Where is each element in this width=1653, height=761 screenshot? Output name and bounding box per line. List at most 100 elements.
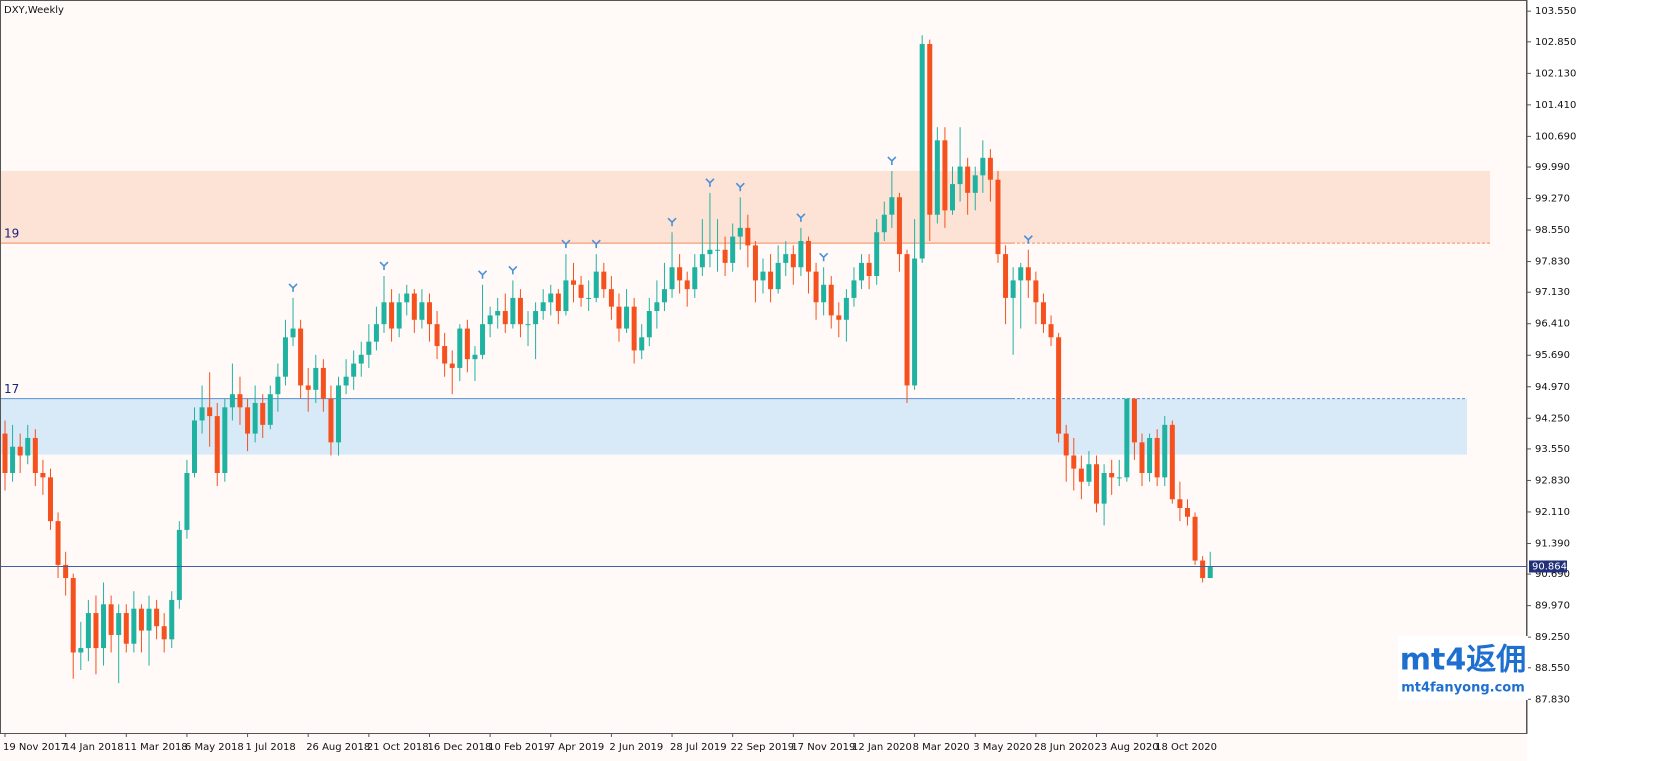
candle-body <box>896 197 902 255</box>
candle-body <box>93 613 99 649</box>
candle-body <box>199 407 205 421</box>
candle-body <box>965 166 971 193</box>
candle-body <box>942 140 948 211</box>
x-tick-label: 28 Jul 2019 <box>670 742 727 753</box>
candle-body <box>222 407 228 473</box>
candle-body <box>957 166 963 185</box>
last-price-label: 90.864 <box>1532 561 1567 572</box>
candle-body <box>328 398 334 443</box>
candle-body <box>351 363 357 377</box>
candle-body <box>586 297 592 299</box>
candle-body <box>639 337 645 351</box>
candle-body <box>449 363 455 368</box>
fractal-marker <box>735 182 745 192</box>
candle-body <box>699 254 705 268</box>
y-tick-label: 95.690 <box>1535 350 1570 361</box>
candle-body <box>161 626 167 640</box>
candle-body <box>1184 508 1190 517</box>
candle-body <box>1154 437 1160 478</box>
y-tick-label: 96.410 <box>1535 319 1570 330</box>
candle-body <box>1094 464 1100 504</box>
zone-label: 19 <box>4 227 19 241</box>
candle-body <box>813 271 819 303</box>
candle-body <box>912 258 918 386</box>
candle-body <box>229 394 235 408</box>
y-tick-label: 97.130 <box>1535 287 1570 298</box>
watermark-url: mt4fanyong.com <box>1401 681 1525 696</box>
y-tick-label: 92.110 <box>1535 507 1570 518</box>
candle-body <box>1116 477 1122 479</box>
x-tick-label: 6 May 2018 <box>185 742 244 753</box>
fractal-marker <box>667 217 677 227</box>
candle-body <box>70 578 76 653</box>
candle-body <box>555 293 561 312</box>
candle-body <box>752 245 758 281</box>
candle-body <box>737 227 743 237</box>
candle-body <box>502 311 508 325</box>
candle-body <box>1086 464 1092 482</box>
candle-body <box>646 311 652 338</box>
fractal-marker <box>591 239 601 249</box>
candles <box>2 35 1213 684</box>
candle-body <box>214 416 220 473</box>
candle-body <box>1033 280 1039 303</box>
fractal-marker <box>477 270 488 279</box>
candle-body <box>389 302 395 329</box>
candle-body <box>859 262 865 281</box>
x-tick-label: 12 Jan 2020 <box>852 742 912 753</box>
candle-body <box>411 293 417 320</box>
candle-body <box>745 227 751 246</box>
candle-body <box>1162 424 1168 478</box>
candle-body <box>116 613 122 635</box>
y-tick-label: 89.250 <box>1535 632 1570 643</box>
candle-body <box>661 289 667 303</box>
candle-body <box>282 337 288 377</box>
candle-body <box>146 608 152 631</box>
candle-body <box>866 262 872 277</box>
candle-body <box>889 197 895 215</box>
candle-body <box>828 284 834 316</box>
candle-body <box>927 44 933 215</box>
candle-body <box>396 302 402 329</box>
y-tick-label: 90.690 <box>1535 569 1570 580</box>
candle-body <box>176 529 182 600</box>
price-axis-panel <box>1527 0 1653 761</box>
x-tick-label: 17 Nov 2019 <box>791 742 855 753</box>
candle-body <box>457 328 463 368</box>
candle-body <box>677 267 683 281</box>
x-tick-label: 18 Oct 2020 <box>1155 742 1217 753</box>
candle-body <box>85 613 91 649</box>
zone <box>0 170 1490 244</box>
candle-body <box>434 324 440 347</box>
candle-body <box>525 324 531 326</box>
candle-body <box>571 280 576 285</box>
candle-body <box>533 311 539 325</box>
candle-body <box>980 157 986 176</box>
candle-body <box>722 249 728 263</box>
candle-body <box>63 564 69 579</box>
candle-body <box>881 214 887 233</box>
candle-body <box>1169 424 1175 500</box>
candle-body <box>10 446 16 473</box>
candle-body <box>919 44 925 259</box>
candle-body <box>1147 437 1153 473</box>
candle-body <box>32 437 38 473</box>
x-tick-label: 1 Jul 2018 <box>246 742 296 753</box>
candle-body <box>260 402 266 425</box>
x-tick-label: 7 Apr 2019 <box>549 742 604 753</box>
candle-body <box>184 472 190 530</box>
candle-body <box>55 521 61 565</box>
y-tick-label: 91.390 <box>1535 538 1570 549</box>
candle-body <box>669 267 675 290</box>
candle-body <box>608 289 614 307</box>
candle-body <box>336 385 342 443</box>
candle-body <box>40 472 46 478</box>
candle-body <box>851 280 857 298</box>
candle-body <box>442 346 448 364</box>
x-tick-label: 14 Jan 2018 <box>64 742 124 753</box>
candle-body <box>298 328 304 386</box>
candle-body <box>1048 324 1054 338</box>
x-tick-label: 22 Sep 2019 <box>731 742 794 753</box>
candle-body <box>934 140 940 215</box>
y-tick-label: 88.550 <box>1535 663 1570 674</box>
